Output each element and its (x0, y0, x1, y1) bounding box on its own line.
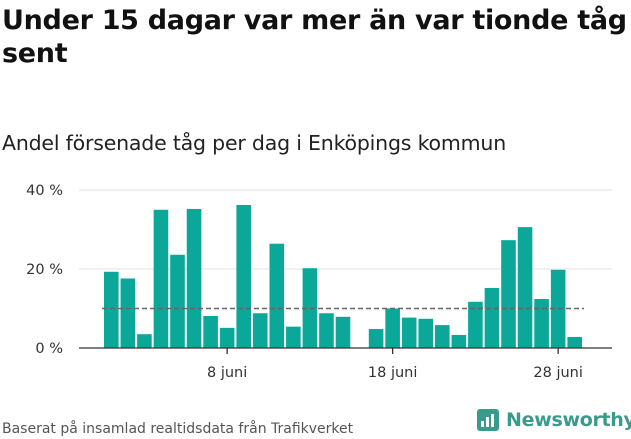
y-axis-labels: 0 % 20 % 40 % (26, 183, 63, 357)
x-axis-labels: 8 juni 18 juni 28 juni (207, 365, 583, 381)
bars (104, 205, 582, 348)
bar (468, 301, 483, 348)
bar (203, 316, 218, 348)
newsworthy-logo-icon (477, 409, 499, 431)
bar (534, 299, 549, 348)
y-tick-label: 40 % (26, 183, 63, 199)
bar (104, 271, 119, 348)
x-axis (79, 347, 612, 354)
bar (567, 336, 582, 348)
y-tick-label: 20 % (26, 262, 63, 278)
bar (517, 227, 533, 348)
x-tick-label: 8 juni (207, 365, 247, 381)
bar (186, 208, 202, 348)
bar (385, 308, 400, 348)
chart-subtitle: Andel försenade tåg per dag i Enköpings … (2, 131, 506, 155)
bar (501, 240, 516, 348)
bar (335, 316, 351, 348)
bar (153, 209, 169, 348)
bar (137, 334, 152, 348)
bar (252, 313, 268, 348)
bar (484, 287, 500, 348)
bar (269, 243, 285, 348)
bar (170, 254, 185, 348)
bar (435, 325, 450, 348)
bar (236, 205, 251, 348)
brand-name: Newsworthy (506, 409, 631, 431)
bar (302, 268, 318, 348)
brand-logo: Newsworthy (476, 408, 631, 432)
bar (368, 329, 384, 348)
bar (219, 327, 235, 348)
bar (319, 313, 334, 348)
bar (120, 278, 136, 348)
bar (286, 326, 301, 348)
bar (418, 318, 434, 348)
source-note: Baserat på insamlad realtidsdata från Tr… (2, 421, 354, 437)
bar (451, 334, 467, 348)
x-tick-label: 18 juni (368, 365, 418, 381)
x-tick-label: 28 juni (533, 365, 583, 381)
y-tick-label: 0 % (35, 341, 63, 357)
bar (401, 317, 417, 348)
chart-title: Under 15 dagar var mer än var tionde tåg… (2, 5, 627, 69)
bar-chart: 0 % 20 % 40 % 8 juni 18 juni 28 juni (26, 183, 612, 381)
